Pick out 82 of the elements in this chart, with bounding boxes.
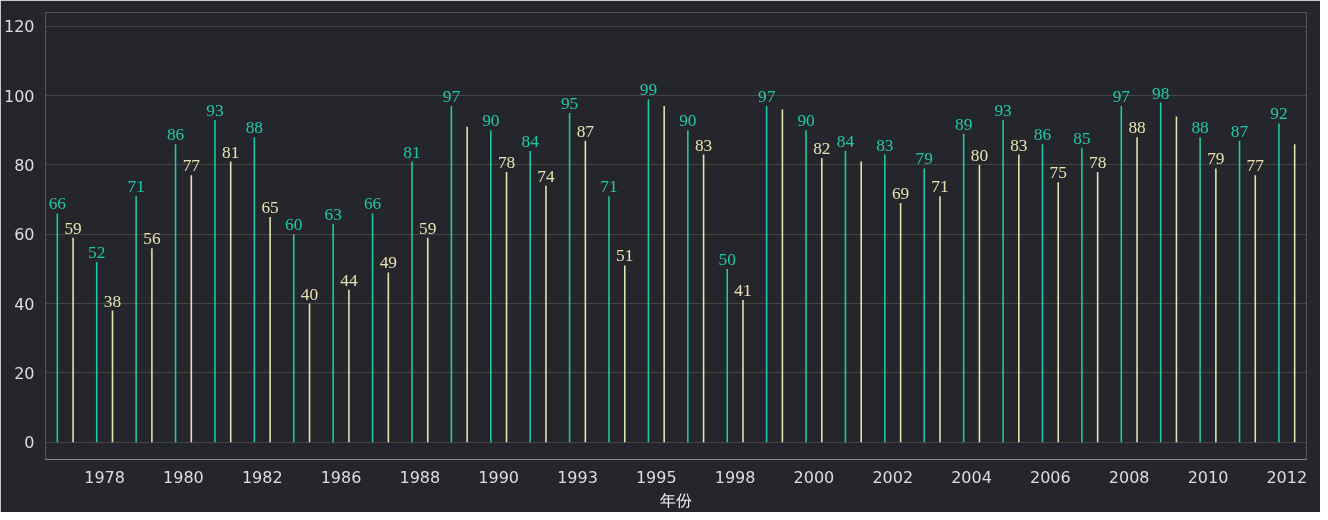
x-tick-label: 2004	[951, 467, 992, 487]
data-label: 66	[48, 194, 67, 214]
data-label: 83	[694, 135, 713, 155]
data-label: 93	[994, 100, 1012, 120]
x-tick-label: 1998	[714, 467, 756, 487]
data-label: 78	[497, 152, 516, 172]
x-tick-label: 2012	[1266, 467, 1308, 487]
x-tick-label: 2010	[1187, 467, 1229, 487]
x-axis-title: 年份	[660, 490, 692, 510]
data-label: 51	[616, 246, 634, 266]
data-label: 40	[300, 284, 319, 304]
x-tick-label: 1986	[320, 467, 362, 487]
data-label: 92	[1270, 104, 1288, 124]
data-label: 52	[88, 242, 106, 262]
data-label: 84	[521, 132, 540, 152]
data-label: 93	[206, 100, 224, 120]
y-tick-label: 20	[14, 363, 35, 383]
data-label: 97	[757, 87, 776, 107]
y-tick-label: 60	[14, 225, 35, 245]
data-label: 38	[103, 291, 122, 311]
x-tick-label: 2000	[793, 467, 835, 487]
data-label: 77	[1246, 156, 1265, 176]
data-label: 88	[245, 118, 264, 138]
data-label: 71	[127, 177, 145, 197]
y-tick-label: 40	[14, 294, 35, 314]
data-label: 88	[1128, 118, 1146, 138]
data-label: 75	[1049, 163, 1067, 183]
data-label: 49	[379, 253, 397, 273]
data-label: 90	[797, 111, 815, 131]
data-label: 44	[340, 270, 358, 290]
data-label: 60	[285, 215, 303, 235]
data-label: 56	[143, 229, 161, 249]
x-tick-label: 2008	[1108, 467, 1150, 487]
data-label: 78	[1088, 152, 1107, 172]
data-label: 41	[734, 281, 752, 301]
data-label: 74	[537, 166, 555, 186]
x-tick-label: 1995	[635, 467, 677, 487]
data-label: 50	[718, 249, 736, 269]
data-label: 83	[876, 135, 894, 155]
data-label: 79	[915, 149, 933, 169]
data-label: 71	[931, 177, 949, 197]
data-label: 97	[442, 87, 461, 107]
y-tick-label: 120	[3, 17, 35, 37]
data-label: 63	[324, 204, 342, 224]
data-label: 59	[419, 218, 437, 238]
x-tick-label: 1982	[241, 467, 283, 487]
data-label: 97	[1112, 87, 1131, 107]
data-label: 87	[1230, 121, 1249, 141]
x-tick-label: 2002	[872, 467, 914, 487]
data-label: 77	[182, 156, 201, 176]
y-tick-label: 0	[24, 433, 35, 453]
data-label: 95	[560, 93, 579, 113]
data-label: 86	[166, 125, 185, 145]
data-label: 83	[1010, 135, 1028, 155]
data-label: 71	[600, 177, 618, 197]
x-tick-label: 1988	[399, 467, 441, 487]
x-tick-label: 1990	[478, 467, 520, 487]
data-label: 90	[679, 111, 697, 131]
data-label: 89	[955, 114, 973, 134]
data-label: 82	[813, 139, 831, 159]
x-tick-label: 1980	[163, 467, 204, 487]
x-tick-label: 1993	[557, 467, 598, 487]
data-label: 99	[639, 80, 658, 100]
data-label: 79	[1207, 149, 1225, 169]
x-tick-label: 2006	[1030, 467, 1071, 487]
data-label: 81	[222, 142, 240, 162]
data-label: 88	[1191, 118, 1209, 138]
data-label: 90	[482, 111, 500, 131]
data-label: 69	[891, 184, 910, 204]
data-label: 85	[1073, 128, 1091, 148]
data-label: 59	[64, 218, 82, 238]
y-tick-label: 80	[14, 155, 35, 175]
data-label: 84	[836, 132, 855, 152]
data-label: 87	[576, 121, 595, 141]
data-label: 98	[1152, 83, 1170, 103]
data-label: 81	[403, 142, 421, 162]
data-label: 86	[1033, 125, 1052, 145]
x-tick-label: 1978	[84, 467, 125, 487]
data-label: 80	[970, 145, 989, 165]
data-label: 65	[261, 197, 279, 217]
y-tick-label: 100	[3, 86, 35, 106]
data-label: 66	[363, 194, 382, 214]
